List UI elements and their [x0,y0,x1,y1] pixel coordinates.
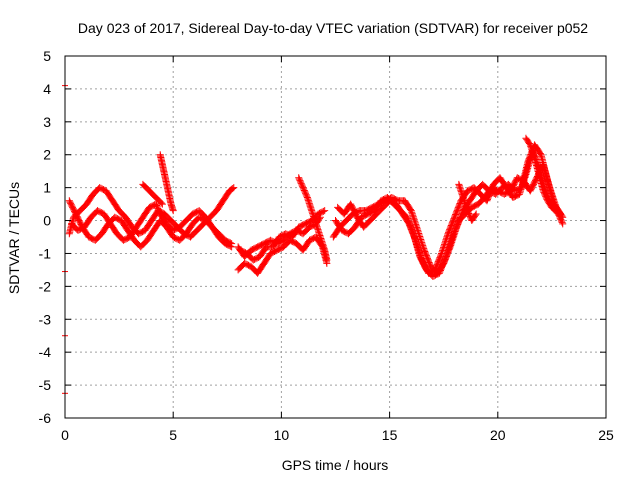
series-track-n [522,134,556,211]
x-tick-label: 15 [382,427,398,443]
y-tick-label: -5 [39,377,52,393]
series-track-e [139,180,166,208]
data-point [169,207,177,215]
x-tick-label: 25 [598,427,614,443]
data-point [226,239,234,247]
data-point [411,235,419,243]
y-axis-title: SDTVAR / TECUs [6,182,22,294]
y-tick-label: 3 [43,114,51,130]
data-point [321,207,329,215]
y-tick-label: -3 [39,311,52,327]
series-track-d [156,151,177,215]
y-tick-label: 4 [43,81,51,97]
data-point [319,207,327,215]
series-track-c [67,200,236,248]
x-tick-label: 0 [61,427,69,443]
tick-layer: 0 5 10 15 20 25 -6 -5 -4 -3 -2 -1 0 1 2 3 4 5 [39,48,614,443]
series-track-i [295,174,331,264]
data-point [228,240,236,248]
data-point [471,211,479,219]
x-tick-label: 20 [490,427,506,443]
data-point [441,254,449,262]
data-point [229,184,237,192]
y-tick-label: 0 [43,213,51,229]
data-point [230,184,238,192]
y-tick-label: 5 [43,48,51,64]
x-axis-title: GPS time / hours [282,457,389,473]
series-track-m [455,180,480,225]
data-point [559,220,567,228]
data-point [548,203,556,211]
y-tick-label: -4 [39,344,52,360]
y-tick-label: -6 [39,410,52,426]
data-point [303,192,311,200]
series-track-g [234,233,331,277]
series-track-h [236,207,329,264]
chart-title: Day 023 of 2017, Sidereal Day-to-day VTE… [78,20,588,36]
y-tick-label: -1 [39,245,52,261]
data-point [558,218,566,226]
data-point [472,210,480,218]
plot-frame [64,55,607,419]
x-tick-label: 5 [169,427,177,443]
data-point [547,202,555,210]
y-tick-label: -2 [39,278,52,294]
data-point [323,256,331,264]
data-point [158,200,166,208]
data-point [437,251,445,259]
y-tick-label: 2 [43,147,51,163]
y-tick-label: 1 [43,180,51,196]
data-layer [62,85,567,394]
data-point [157,199,165,207]
x-tick-label: 10 [274,427,290,443]
